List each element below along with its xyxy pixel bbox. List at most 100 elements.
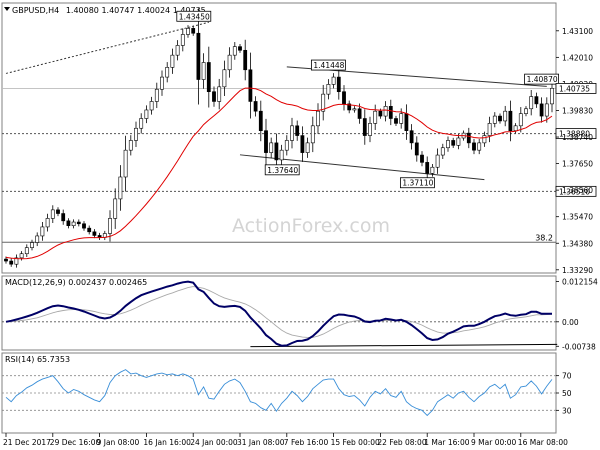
candle-body-15 [82,223,86,229]
price-tick-label-6: 1.36560 [562,186,593,195]
candle-body-74 [388,106,393,119]
candle-body-72 [378,110,383,117]
price-annotations: 1.43450 1.41448 1.37640 1.37110 1.40870 [176,10,559,189]
candle-body-93 [487,123,492,136]
price-header-values: 1.40080 1.40747 1.40024 1.40735 [66,6,206,15]
candle-body-92 [482,135,487,144]
price-tick-label-0: 1.43100 [562,27,593,36]
rsi-tick-label-0: 70 [562,372,572,381]
candle-body-32 [170,54,175,68]
candle-body-97 [508,110,513,131]
annotation-box-3 [399,177,435,189]
candle-body-104 [544,103,549,117]
price-candles [4,8,554,268]
candle-body-7 [40,226,45,237]
candle-body-5 [30,242,34,248]
candle-body-89 [466,132,471,144]
macd-series [2,280,558,348]
candle-body-83 [435,154,440,168]
candle-body-14 [76,221,81,225]
candle-body-94 [492,115,497,124]
candle-body-73 [383,106,388,117]
candle-body-48 [253,101,258,112]
candle-body-6 [35,235,40,243]
candle-body-27 [144,109,149,119]
time-tick-label-1: 29 Dec 16:00 [50,438,101,447]
macd-tick-label-2: -0.00738 [562,342,596,351]
moving-average-line [5,87,553,260]
candle-body-60 [316,110,320,127]
candle-body-105 [550,87,554,105]
candle-body-81 [425,162,430,174]
candle-body-38 [201,62,206,80]
price-tick-label-9: 1.33290 [562,266,593,275]
current-price-label: 1.40735 [559,84,590,93]
time-tick-label-11: 16 Mar 08:00 [518,438,568,447]
annotation-label-2: 1.37640 [267,166,298,175]
candle-body-56 [295,125,300,136]
candle-body-84 [440,147,445,156]
candle-body-50 [264,130,268,153]
candle-body-21 [113,198,118,219]
candle-body-69 [362,118,367,136]
candle-body-57 [300,135,305,153]
time-tick-label-2: 9 Jan 08:00 [97,438,140,447]
candle-body-82 [430,166,435,174]
candle-body-62 [326,84,331,95]
candle-body-30 [160,76,164,90]
candle-body-1 [9,260,14,265]
macd-tick-label-1: 0.00 [562,318,579,327]
candle-body-59 [310,125,315,144]
rsi-line [5,369,553,417]
candle-body-98 [513,125,518,131]
candle-body-101 [529,96,534,110]
annotation-label-4: 1.40870 [527,75,558,84]
candle-body-71 [373,110,378,124]
moving-average [5,87,553,260]
candle-body-12 [66,220,71,227]
candle-body-42 [222,69,227,88]
time-tick-label-10: 9 Mar 00:00 [471,438,517,447]
candle-body-53 [279,149,284,161]
level-label-box-0 [555,128,597,140]
candle-body-25 [134,127,138,141]
candle-body-85 [446,140,450,149]
candle-body-2 [14,257,19,265]
time-tick-label-8: 22 Feb 08:00 [377,438,426,447]
macd-trendline [250,343,558,348]
macd-tick-label-0: 0.012154 [562,277,598,286]
candle-body-63 [331,76,336,85]
macd-line-macd [5,280,552,347]
macd-header: MACD(12,26,9) 0.002437 0.002465 [5,278,147,287]
candle-body-8 [45,218,50,228]
candle-body-24 [128,140,133,151]
price-tick-label-3: 1.39830 [562,106,593,115]
candle-body-40 [212,91,216,102]
candle-body-67 [352,108,357,111]
annotation-box-4 [524,73,559,85]
candle-body-17 [92,231,97,236]
candle-body-78 [409,130,414,144]
trendline-0 [5,21,209,74]
rsi-tick-label-1: 50 [562,389,572,398]
rsi-header: RSI(14) 65.7353 [5,355,70,364]
dropdown-triangle-icon[interactable] [4,7,10,11]
candle-body-4 [24,247,29,255]
annotation-label-3: 1.37110 [402,179,433,188]
level-label-0: 1.38880 [559,130,590,139]
price-tick-label-8: 1.34380 [562,239,593,248]
candle-body-96 [503,110,508,122]
candle-body-16 [87,227,92,233]
price-header: GBPUSD,H4 1.40080 1.40747 1.40024 1.4073… [12,6,206,15]
candle-body-22 [118,176,123,200]
candle-body-100 [524,108,528,114]
candle-body-47 [248,69,253,102]
candle-body-77 [404,113,409,131]
macd-line-signal [5,286,553,338]
candle-body-102 [534,96,539,105]
macd-panel-frame [1,275,557,351]
annotation-box-2 [264,164,300,176]
time-tick-label-0: 21 Dec 2017 [3,438,51,447]
